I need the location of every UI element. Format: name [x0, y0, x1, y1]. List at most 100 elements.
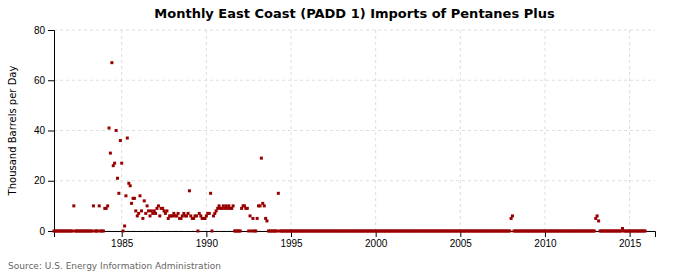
- point: [126, 137, 129, 140]
- x-tick-label: 2000: [365, 238, 388, 249]
- point: [249, 214, 252, 217]
- chart: 1985 1990 1995 2000 2005 2010 2015 0 20 40 60 80 Mon…: [0, 0, 675, 275]
- title: Monthly East Coast (PADD 1) Imports of P…: [154, 6, 555, 21]
- point: [139, 194, 142, 197]
- y-tick: 0: [39, 226, 54, 237]
- point: [120, 162, 123, 165]
- point: [154, 212, 157, 215]
- point: [143, 199, 146, 202]
- y-tick-label: 60: [34, 75, 46, 86]
- y-tick-mark: [48, 181, 54, 182]
- point: [113, 162, 116, 165]
- point: [263, 204, 266, 207]
- point: [122, 230, 125, 233]
- grid: [54, 30, 655, 231]
- x-grid-line: [544, 30, 545, 231]
- y-grid-line: [54, 130, 655, 131]
- x-tick-label: 1990: [196, 238, 219, 249]
- x-grid-line: [629, 30, 630, 231]
- point: [247, 230, 250, 233]
- point: [232, 204, 235, 207]
- point: [158, 214, 161, 217]
- x-grid-line: [460, 30, 461, 231]
- point: [593, 230, 596, 233]
- x-grid-line: [206, 30, 207, 231]
- point: [91, 230, 94, 233]
- point: [119, 139, 122, 142]
- x-tick: 1995: [280, 231, 303, 249]
- y-tick-label: 0: [39, 226, 45, 237]
- point: [195, 214, 198, 217]
- y-axis-line: [48, 31, 55, 232]
- point: [129, 184, 132, 187]
- point: [187, 212, 190, 215]
- point: [239, 230, 242, 233]
- y-axis-label: Thousand Barrels per Day: [7, 66, 18, 197]
- point: [110, 61, 113, 64]
- point: [597, 219, 600, 222]
- y-tick: 20: [34, 175, 54, 186]
- point: [209, 192, 212, 195]
- x-axis: 1985 1990 1995 2000 2005 2010 2015: [55, 231, 656, 249]
- point: [508, 230, 511, 233]
- point: [146, 204, 149, 207]
- y-tick: 80: [34, 25, 54, 36]
- point: [92, 204, 95, 207]
- point: [196, 230, 199, 233]
- x-tick: 2010: [534, 231, 557, 249]
- point: [71, 230, 74, 233]
- point: [134, 209, 137, 212]
- x-tick: 1990: [196, 231, 219, 249]
- x-tick-label: 1995: [280, 238, 303, 249]
- y-tick: 60: [34, 75, 54, 86]
- point: [115, 129, 118, 132]
- point: [123, 224, 126, 227]
- point: [277, 192, 280, 195]
- point: [188, 189, 191, 192]
- y-grid-line: [54, 80, 655, 81]
- point: [275, 230, 278, 233]
- point: [157, 204, 160, 207]
- point: [72, 204, 75, 207]
- x-tick: 2015: [619, 231, 642, 249]
- point: [148, 214, 151, 217]
- point: [251, 217, 254, 220]
- y-grid-line: [54, 180, 655, 181]
- y-tick-label: 80: [34, 25, 46, 36]
- y-tick-mark: [48, 80, 54, 81]
- point: [177, 212, 180, 215]
- x-tick-label: 2015: [619, 238, 642, 249]
- point: [250, 230, 253, 233]
- x-tick: 2000: [365, 231, 388, 249]
- point: [108, 126, 111, 129]
- y-grid-line: [54, 30, 655, 31]
- y-tick: 40: [34, 125, 54, 136]
- x-tick: 1985: [111, 231, 134, 249]
- point: [98, 204, 101, 207]
- y-tick-label: 20: [34, 175, 46, 186]
- x-tick-label: 2005: [450, 238, 473, 249]
- x-tick-label: 1985: [111, 238, 134, 249]
- point: [144, 212, 147, 215]
- point: [141, 217, 144, 220]
- point: [210, 230, 213, 233]
- point: [124, 194, 127, 197]
- point: [133, 197, 136, 200]
- point: [109, 152, 112, 155]
- point: [265, 219, 268, 222]
- x-tick-mark: [206, 231, 207, 237]
- x-tick-label: 2010: [534, 238, 557, 249]
- y-tick-mark: [48, 131, 54, 132]
- point: [130, 202, 133, 205]
- x-grid-line: [291, 30, 292, 231]
- point: [259, 204, 262, 207]
- point: [254, 230, 257, 233]
- point: [140, 209, 143, 212]
- point: [117, 192, 120, 195]
- point: [256, 217, 259, 220]
- y-tick-label: 40: [34, 125, 46, 136]
- x-grid-line: [121, 30, 122, 231]
- point: [137, 212, 140, 215]
- point: [116, 177, 119, 180]
- point: [644, 230, 647, 233]
